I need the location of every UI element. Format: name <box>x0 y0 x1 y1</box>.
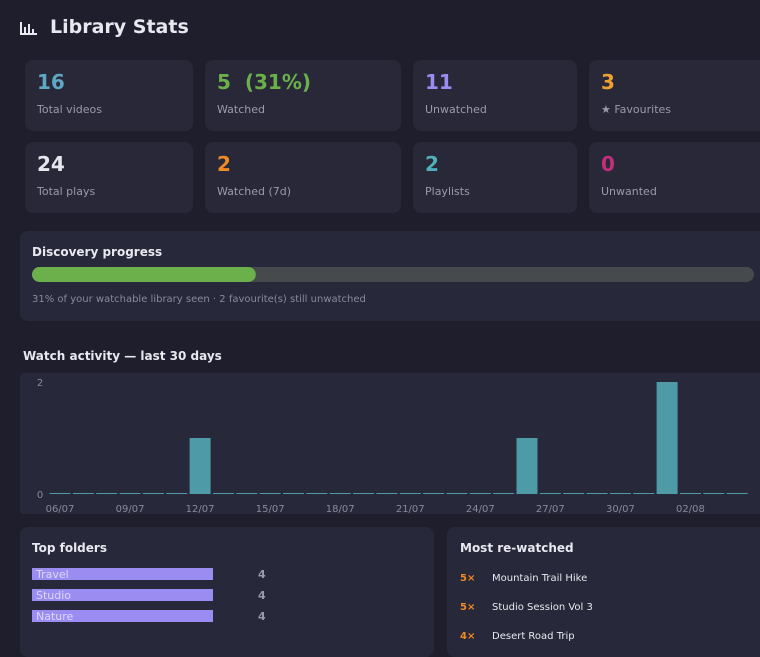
stat-value: 16 <box>37 70 65 94</box>
folder-count: 4 <box>258 610 266 623</box>
x-tick-label: 15/07 <box>256 504 285 514</box>
stat-label: Watched (7d) <box>217 185 292 198</box>
bar <box>283 493 304 494</box>
folder-name: Studio <box>36 589 71 602</box>
rewatch-title: Studio Session Vol 3 <box>492 602 593 613</box>
folder-count: 4 <box>258 589 266 602</box>
chart-title: Watch activity — last 30 days <box>23 349 222 363</box>
stat-value: 2 <box>425 152 439 176</box>
stat-value: 24 <box>37 152 65 176</box>
bar <box>49 493 71 494</box>
stat-card: 3 ★ Favourites <box>589 60 760 131</box>
folder-bar <box>32 589 213 601</box>
stat-value: 0 <box>601 152 615 176</box>
x-tick-label: 12/07 <box>186 504 215 514</box>
bar <box>726 493 748 494</box>
bar <box>166 493 188 494</box>
folders-panel: Top folders Travel 4 Studio 4 Nature 4 <box>20 527 434 657</box>
folder-bar <box>32 610 213 622</box>
bar <box>703 493 725 494</box>
rewatch-count: 5× <box>460 573 476 584</box>
bar <box>609 493 631 494</box>
stat-label: Playlists <box>425 185 470 198</box>
progress-fill <box>32 267 256 282</box>
progress-bar <box>32 267 754 282</box>
bar <box>306 493 328 494</box>
stat-value: 2 <box>217 152 231 176</box>
bar <box>72 493 94 494</box>
stat-card: 0 Unwanted <box>589 142 760 213</box>
bar <box>376 493 398 494</box>
stat-label: Total videos <box>37 103 102 116</box>
folder-name: Nature <box>36 610 74 623</box>
bar <box>539 493 561 494</box>
panel-title: Most re-watched <box>460 541 574 555</box>
folder-bars: Travel 4 Studio 4 Nature 4 <box>32 568 266 623</box>
bar <box>656 382 678 494</box>
chart-panel: 0 2 06/07 09/07 12/07 15/07 18/07 21/07 24/07 27/… <box>20 373 760 515</box>
folder-bar <box>32 568 213 580</box>
stat-card: 16 Total videos <box>25 60 193 131</box>
rewatch-count: 5× <box>460 602 476 613</box>
x-tick-label: 27/07 <box>536 504 565 514</box>
stat-label: Watched <box>217 103 265 116</box>
stat-card: 2 Playlists <box>413 142 577 213</box>
rewatch-count: 4× <box>460 631 476 642</box>
bar <box>259 493 281 494</box>
y-tick-label: 0 <box>37 490 43 501</box>
page-title: Library Stats <box>50 16 189 38</box>
bar <box>189 438 211 494</box>
stat-label: ★ Favourites <box>601 103 672 116</box>
panel-title: Discovery progress <box>32 245 163 259</box>
bar <box>679 493 701 494</box>
stat-card: 24 Total plays <box>25 142 193 213</box>
stat-label: Unwatched <box>425 103 487 116</box>
bar <box>212 493 234 494</box>
x-tick-label: 06/07 <box>46 504 75 514</box>
bar <box>236 493 258 494</box>
bar <box>96 493 118 494</box>
stat-label: Total plays <box>37 185 96 198</box>
bar <box>353 493 375 494</box>
stat-card: 11 Unwatched <box>413 60 577 131</box>
rewatch-title: Desert Road Trip <box>492 631 575 642</box>
bar <box>633 493 655 494</box>
panel-title: Top folders <box>32 541 107 555</box>
bar <box>493 493 515 494</box>
x-tick-label: 02/08 <box>676 504 705 514</box>
page: Library Stats 16 Total videos 5 (31%) Watch… <box>20 16 760 657</box>
bar <box>423 493 445 494</box>
stat-label: Unwanted <box>601 185 657 198</box>
bar <box>563 493 585 494</box>
bar <box>119 493 141 494</box>
rewatched-panel: Most re-watched 5× Mountain Trail Hike 5× S… <box>447 527 760 657</box>
stat-value: 3 <box>601 70 615 94</box>
discovery-panel: Discovery progress 31% of your watchable… <box>20 231 760 321</box>
x-tick-label: 24/07 <box>466 504 495 514</box>
stat-value: 11 <box>425 70 453 94</box>
y-tick-label: 2 <box>37 378 43 389</box>
rewatch-title: Mountain Trail Hike <box>492 573 588 584</box>
progress-note: 31% of your watchable library seen · 2 f… <box>32 294 366 305</box>
x-tick-label: 09/07 <box>116 504 145 514</box>
bar <box>586 493 608 494</box>
bar <box>399 493 421 494</box>
x-tick-label: 30/07 <box>606 504 635 514</box>
bar <box>329 493 351 494</box>
bar <box>469 493 491 494</box>
bar <box>446 493 468 494</box>
stat-value: 5 (31%) <box>217 70 311 94</box>
stats-icon <box>20 22 37 35</box>
x-tick-label: 18/07 <box>326 504 355 514</box>
folder-count: 4 <box>258 568 266 581</box>
stat-card: 2 Watched (7d) <box>205 142 401 213</box>
bar <box>516 438 538 494</box>
folder-name: Travel <box>35 568 69 581</box>
bar <box>142 493 164 494</box>
chart: 0 2 06/07 09/07 12/07 15/07 18/07 21/07 24/07 27/… <box>37 378 748 515</box>
x-tick-label: 21/07 <box>396 504 425 514</box>
stat-card: 5 (31%) Watched <box>205 60 401 131</box>
